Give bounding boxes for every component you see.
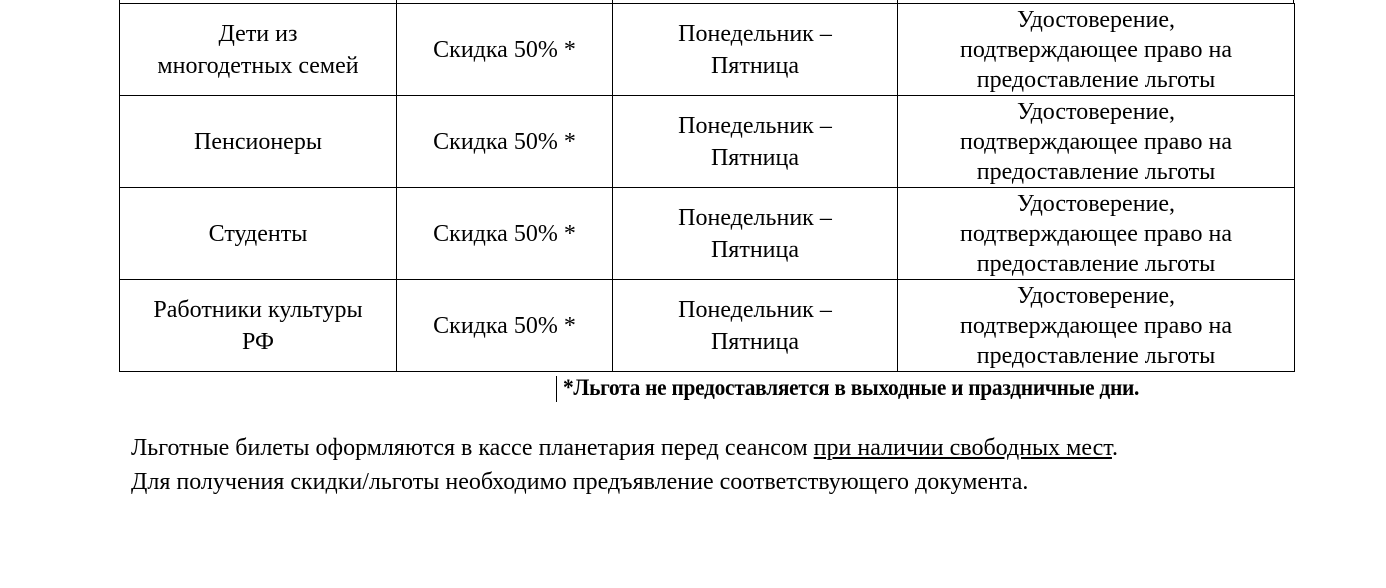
cell-document: Удостоверение, подтверждающее право на пре… xyxy=(897,187,1295,280)
table-row: Студенты Скидка 50% * Понедельник – Пятница… xyxy=(119,187,1295,280)
cell-category: Работники культуры РФ xyxy=(119,279,397,372)
underlined-text: при наличии свободных мест xyxy=(813,435,1112,461)
paragraph-end: . xyxy=(1111,435,1118,461)
cell-days: Понедельник – Пятница xyxy=(612,95,898,188)
benefits-table: Дети из многодетных семей Скидка 50% * Поне… xyxy=(119,3,1295,372)
cell-category: Пенсионеры xyxy=(119,95,397,188)
paragraph-text: Льготные билеты оформляются в кассе план… xyxy=(131,435,814,461)
cell-document: Удостоверение, подтверждающее право на пре… xyxy=(897,279,1295,372)
text-cursor xyxy=(556,376,557,402)
paragraph-tickets: Льготные билеты оформляются в кассе план… xyxy=(131,435,1118,462)
cell-category: Студенты xyxy=(119,187,397,280)
footnote: *Льгота не предоставляется в выходные и … xyxy=(563,375,1140,400)
cell-days: Понедельник – Пятница xyxy=(612,3,898,96)
cell-days: Понедельник – Пятница xyxy=(612,187,898,280)
cell-document: Удостоверение, подтверждающее право на пре… xyxy=(897,95,1295,188)
cell-discount: Скидка 50% * xyxy=(396,279,613,372)
table-row: Пенсионеры Скидка 50% * Понедельник – Пятни… xyxy=(119,95,1295,188)
cell-category: Дети из многодетных семей xyxy=(119,3,397,96)
cell-discount: Скидка 50% * xyxy=(396,95,613,188)
cell-discount: Скидка 50% * xyxy=(396,3,613,96)
cell-discount: Скидка 50% * xyxy=(396,187,613,280)
cell-days: Понедельник – Пятница xyxy=(612,279,898,372)
cell-document: Удостоверение, подтверждающее право на пре… xyxy=(897,3,1295,96)
previous-row-edge xyxy=(119,0,1294,3)
paragraph-documents: Для получения скидки/льготы необходимо п… xyxy=(131,469,1029,495)
table-row: Работники культуры РФ Скидка 50% * Понедель… xyxy=(119,279,1295,372)
table-row: Дети из многодетных семей Скидка 50% * Поне… xyxy=(119,3,1295,96)
